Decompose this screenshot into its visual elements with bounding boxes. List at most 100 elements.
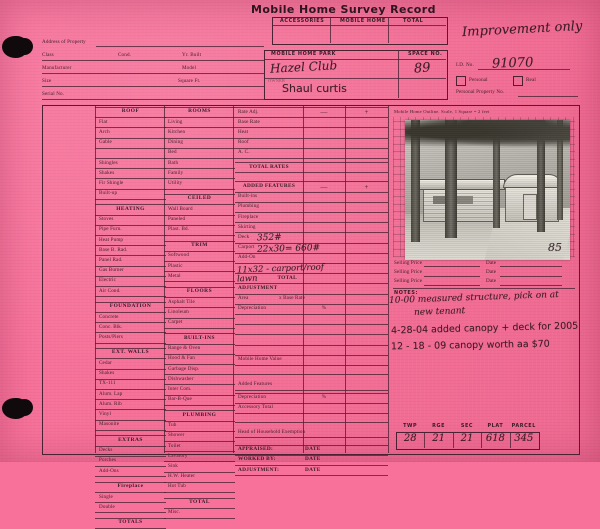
group-heading-rule-trim xyxy=(164,240,235,242)
real-checkbox[interactable] xyxy=(513,76,523,86)
checklist-item-stoves[interactable]: Stoves xyxy=(99,216,114,223)
checklist-item-utility[interactable]: Utility xyxy=(168,180,183,186)
checklist-item-wall-board[interactable]: Wall Board xyxy=(168,206,193,212)
checklist-item-garbage-disp[interactable]: Garbage Disp. xyxy=(168,365,200,372)
feature-row-plumbing[interactable]: Plumbing xyxy=(238,203,260,210)
checklist-item-misc[interactable]: Misc. xyxy=(168,509,181,516)
checklist-item-pipe-furn[interactable]: Pipe Furn. xyxy=(99,226,122,233)
checklist-item-metal[interactable]: Metal xyxy=(168,272,181,279)
checklist-item-range-oven[interactable]: Range & Oven xyxy=(168,345,201,352)
checklist-item-cedar[interactable]: Cedar xyxy=(99,360,112,367)
rate-row-a-c[interactable]: A. C. xyxy=(238,149,250,156)
checklist-item-inter-com[interactable]: Inter Com. xyxy=(168,386,192,393)
checklist-item-shakes[interactable]: Shakes xyxy=(99,370,115,377)
personal-checkbox[interactable] xyxy=(456,76,466,86)
checklist-item-h-w-heater[interactable]: H.W. Heater xyxy=(168,473,196,480)
checklist-item-softwood[interactable]: Softwood xyxy=(168,252,190,259)
checklist-item-panel-rad[interactable]: Panel Rad. xyxy=(99,257,123,263)
checklist-item-shower[interactable]: Shower xyxy=(168,432,185,439)
value-box-div-2 xyxy=(388,17,389,43)
checklist-item-conc-blk[interactable]: Conc. Blk. xyxy=(99,323,123,330)
model-label: Model xyxy=(182,65,197,71)
checklist-item-tx-111[interactable]: TX-111 xyxy=(99,380,116,387)
checklist-item-tub[interactable]: Tub xyxy=(168,422,177,429)
checklist-item-linoleum[interactable]: Linoleum xyxy=(168,309,190,316)
checklist-item-bath[interactable]: Bath xyxy=(168,159,179,166)
checklist-item-alum-lap[interactable]: Alum. Lap xyxy=(99,390,123,397)
checklist-item-add-ons[interactable]: Add-Ons xyxy=(99,467,119,474)
mid-rule xyxy=(235,137,388,139)
checklist-item-single[interactable]: Single xyxy=(99,493,113,500)
checklist-item-hood-fan[interactable]: Hood & Fan xyxy=(168,355,195,362)
added-features-line-label[interactable]: Added Features xyxy=(238,380,273,387)
checklist-item-plast-bd[interactable]: Plast. Bd. xyxy=(168,226,190,233)
checklist-item-flat[interactable]: Flat xyxy=(99,118,108,125)
checklist-item-rule xyxy=(164,137,235,139)
checklist-item-shingles[interactable]: Shingles xyxy=(99,159,118,166)
checklist-item-fir-shingle[interactable]: Fir Shingle xyxy=(99,180,124,186)
added-features-total-label: TOTAL xyxy=(277,275,297,282)
checklist-item-toilet[interactable]: Toilet xyxy=(168,442,181,449)
af-plus-header: + xyxy=(364,182,369,191)
rate-plus-header: + xyxy=(364,108,369,117)
checklist-item-living[interactable]: Living xyxy=(168,118,183,125)
checklist-item-plastic[interactable]: Plastic xyxy=(168,262,183,269)
checklist-item-air-cond[interactable]: Air Cond. xyxy=(99,287,121,294)
group-heading-built-ins: BUILT-INS xyxy=(183,334,216,341)
area-label[interactable]: Area xyxy=(238,295,249,302)
checklist-item-posts-piers[interactable]: Posts/Piers xyxy=(99,334,124,341)
checklist-item-carpet[interactable]: Carpet xyxy=(168,319,183,326)
mid-rule xyxy=(235,324,388,326)
feature-row-add-on[interactable]: Add-On xyxy=(238,254,256,261)
checklist-item-decks[interactable]: Decks xyxy=(99,447,113,454)
rate-row-heat[interactable]: Heat xyxy=(238,129,249,135)
checklist-item-vinyl[interactable]: Vinyl xyxy=(99,411,112,418)
feature-row-built-ins[interactable]: Built-ins xyxy=(238,193,258,200)
checklist-item-lavatory[interactable]: Lavatory xyxy=(168,452,188,459)
checklist-item-porches[interactable]: Porches xyxy=(99,457,117,464)
checklist-item-electric[interactable]: Electric xyxy=(99,277,117,284)
checklist-item-kitchen[interactable]: Kitchen xyxy=(168,129,186,135)
signoff-label-adjustment: ADJUSTMENT: xyxy=(238,466,280,473)
rate-row-roof[interactable]: Roof xyxy=(238,139,249,146)
checklist-item-arch[interactable]: Arch xyxy=(99,129,110,135)
depreciation2-label[interactable]: Depreciation xyxy=(238,394,267,401)
parcel-value-parcel: 345 xyxy=(514,433,534,444)
checklist-item-shakes[interactable]: Shakes xyxy=(99,169,115,176)
feature-row-skirting[interactable]: Skirting xyxy=(238,223,256,230)
notes-label: NOTES: xyxy=(394,290,419,296)
checklist-item-sink[interactable]: Sink xyxy=(168,463,178,470)
checklist-item-alum-rib[interactable]: Alum. Rib xyxy=(99,400,122,407)
checklist-item-bed[interactable]: Bed xyxy=(168,149,177,156)
feature-row-deck[interactable]: Deck xyxy=(238,234,250,241)
checklist-item-gas-burner[interactable]: Gas Burner xyxy=(99,267,124,274)
checklist-item-heat-pump[interactable]: Heat Pump xyxy=(99,236,124,243)
park-box-mid-rule xyxy=(264,78,446,79)
adjustment-title: ADJUSTMENT xyxy=(238,285,278,292)
checklist-item-dishwasher[interactable]: Dishwasher xyxy=(168,375,194,382)
mid-rule xyxy=(235,303,388,305)
group-heading-rule-heating xyxy=(95,204,166,206)
checklist-item-hot-tub[interactable]: Hot Tub xyxy=(168,483,186,490)
checklist-item-dining[interactable]: Dining xyxy=(168,139,184,146)
checklist-item-built-up[interactable]: Built-up xyxy=(99,190,118,197)
parcel-box xyxy=(396,432,540,450)
checklist-item-base-b-rad[interactable]: Base B. Rad. xyxy=(99,246,128,253)
checklist-item-bar-b-que[interactable]: Bar-B-Que xyxy=(168,396,192,403)
checklist-item-paneled[interactable]: Paneled xyxy=(168,216,186,223)
feature-row-carport[interactable]: Carport xyxy=(238,244,255,251)
checklist-item-asphalt-tile[interactable]: Asphalt Tile xyxy=(168,298,195,305)
rate-row-base-rate[interactable]: Base Rate xyxy=(238,118,260,125)
checklist-item-double[interactable]: Double xyxy=(99,503,115,510)
checklist-item-rule xyxy=(95,429,166,431)
checklist-item-concrete[interactable]: Concrete xyxy=(99,313,119,320)
parcel-header-plat: PLAT xyxy=(487,423,504,429)
rate-adj-label[interactable]: Rate Adj. xyxy=(238,108,259,115)
checklist-item-gable[interactable]: Gable xyxy=(99,139,112,146)
checklist-item-family[interactable]: Family xyxy=(168,169,184,176)
checklist-item-masonite[interactable]: Masonite xyxy=(99,421,120,428)
depreciation-percent: % xyxy=(321,305,327,312)
depreciation-label[interactable]: Depreciation xyxy=(238,305,267,312)
feature-row-fireplace[interactable]: Fireplace xyxy=(238,213,259,220)
col-mobile-home-header: MOBILE HOME xyxy=(340,18,386,24)
